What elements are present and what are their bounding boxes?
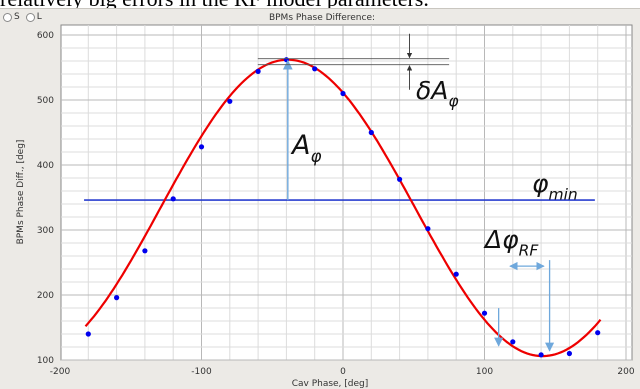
radio-l-label: L [36,12,42,22]
data-point [453,271,459,277]
y-tick-label: 600 [37,31,54,41]
data-point [340,90,346,97]
y-tick-label: 300 [37,226,54,236]
data-point [170,196,176,202]
x-tick-label: 0 [340,367,346,377]
phase-difference-chart: BPMs Phase Difference: -200 -100 0 100 200 10… [16,13,635,388]
chart-title: BPMs Phase Difference: [269,13,375,23]
a-phi-label: Aφ [290,130,322,166]
data-point [397,176,403,182]
data-point [481,310,488,316]
data-point [566,350,573,357]
delta-a-phi-label: δAφ [416,76,459,111]
data-point [425,226,431,232]
x-tick-label: -200 [50,367,71,377]
header-text: relatively big errors in the RF model pa… [0,0,640,8]
radio-l[interactable]: L [25,12,42,22]
data-point-layer [85,57,601,358]
data-point [368,129,374,136]
y-tick-label: 500 [37,96,54,106]
x-tick-label: 100 [476,367,493,377]
radio-l-icon[interactable] [25,12,35,22]
data-point [85,331,91,337]
data-point [198,144,205,150]
x-axis-label: Cav Phase, [deg] [292,379,369,388]
data-point [538,352,544,358]
data-point [312,66,318,72]
data-point [595,330,601,336]
data-point [114,295,120,301]
x-tick-label: -100 [191,367,212,377]
radio-s-icon[interactable] [3,12,12,22]
annotation-layer: δAφ Aφ φmin ΔφRF [257,33,578,352]
delta-phi-rf-label: ΔφRF [483,225,539,260]
phi-min-label: φmin [532,169,578,204]
y-tick-label: 400 [37,161,54,171]
data-point [142,248,148,254]
axis-ticks: -200 -100 0 100 200 100 200 300 400 500 600 [37,31,635,377]
radio-s-label: S [14,12,20,22]
data-point [510,339,516,345]
scale-radio-group[interactable]: S L [3,12,42,22]
grid-lines [61,25,632,361]
y-tick-label: 200 [37,291,54,301]
data-point [227,98,233,104]
y-tick-label: 100 [37,356,54,366]
data-point [255,68,261,74]
y-axis-label: BPMs Phase Diff., [deg] [16,140,26,245]
radio-s[interactable]: S [3,12,20,22]
x-tick-label: 200 [617,367,634,377]
plot-area [60,24,633,361]
